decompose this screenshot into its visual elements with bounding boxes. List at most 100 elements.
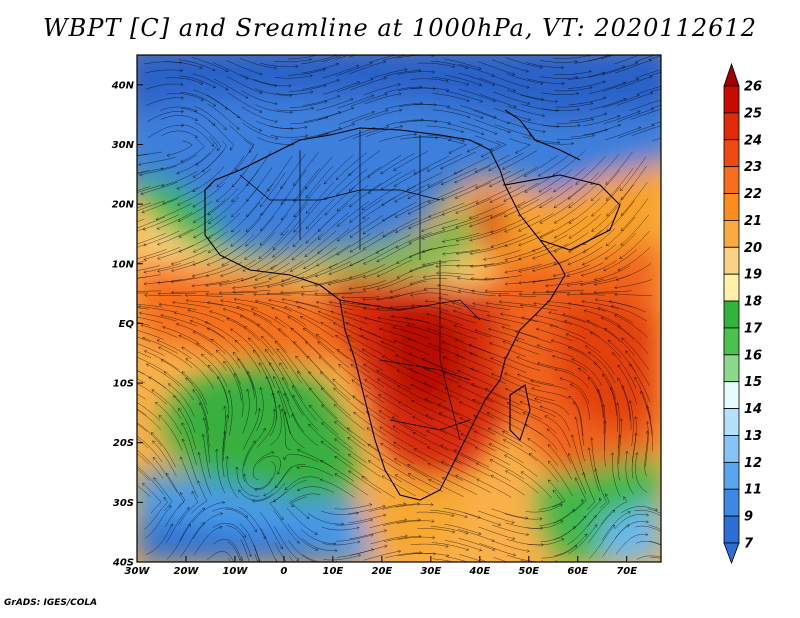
streamline — [247, 371, 257, 415]
streamline-arrow — [116, 425, 119, 428]
streamline — [547, 301, 585, 307]
streamline-arrow — [347, 453, 352, 457]
streamline — [426, 313, 463, 326]
streamline-arrow — [319, 356, 323, 360]
streamline-arrow — [376, 287, 380, 291]
streamline — [539, 185, 573, 208]
streamline-arrow — [260, 212, 264, 216]
streamline-arrow — [620, 187, 624, 192]
streamline-arrow — [406, 187, 411, 191]
streamline — [504, 199, 540, 217]
streamline — [305, 156, 333, 190]
streamline-arrow — [305, 210, 310, 214]
streamline — [193, 526, 223, 556]
colorbar-swatch — [723, 327, 740, 356]
streamline — [377, 317, 416, 325]
streamline-arrow — [232, 290, 236, 294]
streamline — [254, 461, 276, 491]
streamline — [282, 377, 304, 416]
streamline — [222, 405, 226, 452]
streamline-arrow — [645, 421, 650, 425]
streamline-arrow — [435, 264, 439, 268]
streamline — [617, 108, 654, 122]
streamline — [336, 168, 368, 196]
streamline-arrow — [299, 316, 304, 320]
streamline-arrow — [220, 299, 224, 303]
streamline — [456, 246, 494, 254]
streamline-arrow — [683, 552, 686, 555]
streamline — [359, 327, 396, 344]
streamline — [176, 152, 211, 174]
streamline — [410, 384, 446, 402]
streamline-arrow — [516, 356, 520, 360]
streamline — [502, 431, 537, 452]
streamline-arrow — [223, 405, 227, 409]
streamline-arrow — [236, 305, 240, 310]
streamline — [604, 232, 637, 260]
streamline-arrow — [272, 408, 277, 412]
streamline-arrow — [478, 548, 483, 552]
streamline — [417, 528, 455, 533]
streamline-arrow — [604, 128, 608, 133]
streamline-arrow — [480, 131, 485, 136]
streamline-arrow — [635, 78, 640, 82]
streamline-arrow — [262, 535, 266, 540]
streamline-arrow — [490, 475, 494, 479]
streamline — [382, 201, 417, 222]
streamline — [411, 552, 450, 557]
streamline — [329, 301, 367, 309]
streamline — [431, 542, 469, 551]
streamline — [320, 440, 354, 466]
streamline-arrow — [636, 94, 640, 98]
streamline — [275, 463, 306, 489]
streamline-arrow — [617, 377, 621, 381]
streamline — [406, 324, 443, 337]
streamline — [173, 395, 196, 433]
streamline-arrow — [594, 298, 598, 302]
streamline — [382, 503, 420, 510]
streamline-arrow — [441, 340, 445, 345]
streamline — [586, 320, 621, 342]
streamline — [376, 243, 412, 262]
streamline-arrow — [178, 334, 182, 338]
y-tick-label: 30S — [113, 498, 134, 509]
streamline-arrow — [242, 268, 246, 272]
streamline — [441, 184, 478, 201]
streamline-arrow — [349, 249, 354, 253]
streamline-arrow — [383, 76, 388, 81]
streamline-arrow — [233, 297, 237, 302]
colorbar-swatch — [723, 246, 740, 275]
streamline-arrow — [513, 104, 517, 108]
streamline-arrow — [169, 523, 173, 527]
streamline-arrow — [296, 465, 300, 469]
streamline-arrow — [320, 371, 324, 375]
streamline-arrow — [560, 538, 565, 542]
streamline-arrow — [568, 235, 572, 239]
streamline — [322, 65, 359, 79]
streamline — [393, 151, 429, 171]
streamline — [612, 452, 621, 497]
streamline — [601, 511, 631, 541]
streamline — [291, 232, 323, 261]
streamline — [157, 261, 195, 272]
streamline-arrow — [242, 534, 246, 538]
streamline — [336, 152, 367, 180]
streamline-arrow — [442, 252, 446, 256]
streamline — [520, 304, 558, 311]
streamline-arrow — [426, 446, 431, 450]
streamline-arrow — [491, 547, 496, 551]
streamline-arrow — [552, 273, 557, 278]
streamline-arrow — [526, 549, 530, 553]
streamline — [568, 396, 584, 437]
streamline — [583, 115, 620, 127]
streamline-arrow — [523, 173, 528, 177]
streamline-arrow — [337, 95, 341, 99]
streamline — [223, 361, 242, 401]
streamline-arrow — [271, 306, 275, 311]
streamline — [334, 438, 367, 464]
streamline-arrow — [604, 256, 609, 260]
coastlines — [204, 109, 621, 501]
streamline — [362, 213, 397, 235]
streamline-arrow — [519, 400, 524, 405]
streamline — [567, 72, 605, 80]
